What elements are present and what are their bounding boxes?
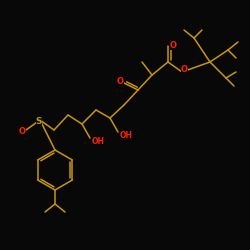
Text: OH: OH [92, 136, 104, 145]
Text: O: O [18, 128, 26, 136]
Text: OH: OH [120, 130, 132, 140]
Text: O: O [180, 64, 188, 74]
Text: O: O [170, 40, 176, 50]
Text: O: O [116, 76, 123, 86]
Text: S: S [36, 116, 42, 126]
